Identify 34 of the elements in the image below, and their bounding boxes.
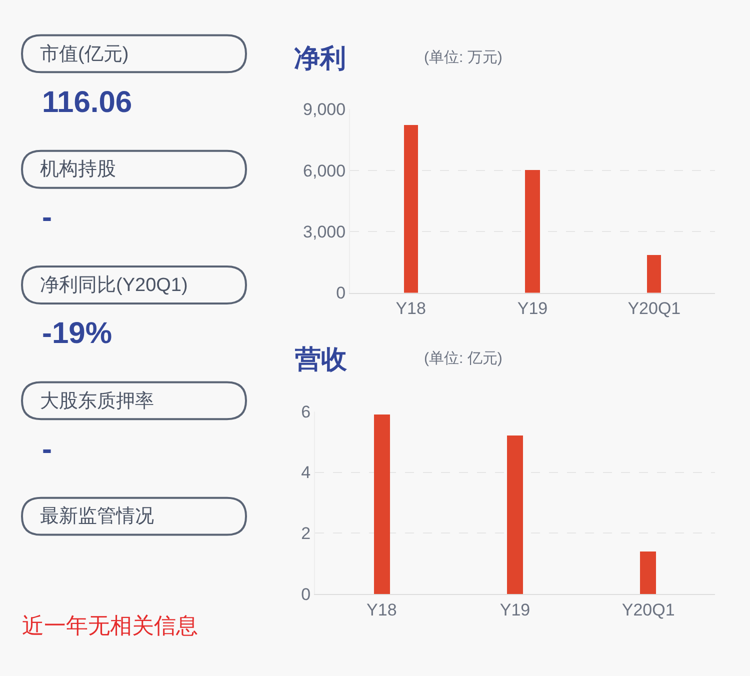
y-tick-label: 6 [301, 402, 311, 422]
text: 116.06 [42, 86, 132, 119]
y-tick-label: 0 [336, 284, 346, 303]
bar [507, 435, 523, 594]
x-tick-label: Y18 [396, 299, 426, 318]
x-tick-label: Y19 [517, 299, 548, 318]
text: 近一年无相关信息 [22, 613, 198, 638]
x-tick-label: Y19 [500, 600, 530, 620]
text: - [42, 433, 52, 466]
text: -19% [42, 317, 112, 350]
chart-subtitle: (单位: 亿元) [424, 350, 502, 367]
chart-subtitle: (单位: 万元) [424, 49, 502, 66]
bar [647, 255, 661, 293]
text: 大股东质押率 [40, 390, 154, 412]
y-tick-label: 9,000 [303, 100, 346, 120]
x-tick-label: Y20Q1 [628, 299, 681, 318]
text: 最新监管情况 [40, 505, 154, 527]
text: - [42, 201, 52, 234]
y-tick-label: 4 [301, 463, 311, 482]
chart-title: 营收 [294, 344, 348, 374]
x-tick-label: Y18 [366, 600, 397, 620]
text: 净利同比(Y20Q1) [40, 275, 188, 296]
bar [525, 170, 540, 293]
y-tick-label: 3,000 [303, 222, 346, 242]
chart-title: 净利 [294, 43, 346, 73]
bar [404, 125, 418, 293]
y-tick-label: 0 [301, 585, 311, 604]
y-tick-label: 6,000 [303, 161, 346, 180]
x-tick-label: Y20Q1 [622, 600, 675, 620]
bar [640, 551, 656, 594]
bar [374, 414, 390, 594]
text: 机构持股 [40, 159, 116, 180]
y-tick-label: 2 [301, 524, 311, 544]
text: 市值(亿元) [40, 43, 129, 65]
